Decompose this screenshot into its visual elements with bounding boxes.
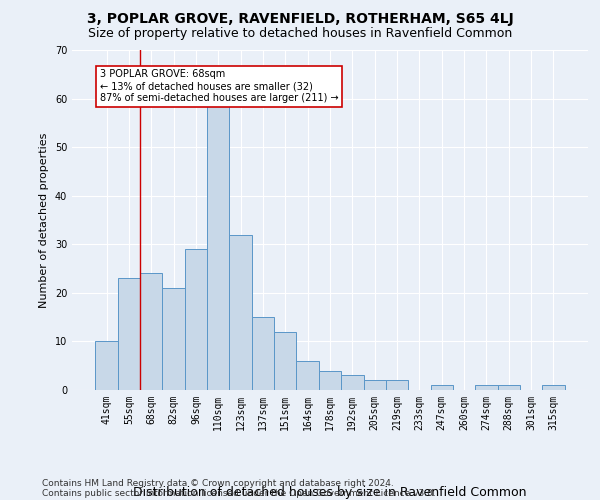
Bar bbox=[364, 380, 386, 390]
Bar bbox=[431, 385, 453, 390]
Bar bbox=[118, 278, 140, 390]
Bar bbox=[341, 376, 364, 390]
Y-axis label: Number of detached properties: Number of detached properties bbox=[39, 132, 49, 308]
Bar bbox=[95, 342, 118, 390]
Text: Contains HM Land Registry data © Crown copyright and database right 2024.: Contains HM Land Registry data © Crown c… bbox=[42, 478, 394, 488]
Bar bbox=[296, 361, 319, 390]
Text: 3 POPLAR GROVE: 68sqm
← 13% of detached houses are smaller (32)
87% of semi-deta: 3 POPLAR GROVE: 68sqm ← 13% of detached … bbox=[100, 70, 338, 102]
Bar bbox=[229, 234, 252, 390]
Bar bbox=[542, 385, 565, 390]
Bar bbox=[319, 370, 341, 390]
X-axis label: Distribution of detached houses by size in Ravenfield Common: Distribution of detached houses by size … bbox=[133, 486, 527, 498]
Text: 3, POPLAR GROVE, RAVENFIELD, ROTHERHAM, S65 4LJ: 3, POPLAR GROVE, RAVENFIELD, ROTHERHAM, … bbox=[86, 12, 514, 26]
Bar bbox=[274, 332, 296, 390]
Bar bbox=[163, 288, 185, 390]
Bar bbox=[207, 104, 229, 390]
Text: Contains public sector information licensed under the Open Government Licence v3: Contains public sector information licen… bbox=[42, 488, 436, 498]
Bar bbox=[386, 380, 408, 390]
Bar bbox=[140, 274, 163, 390]
Bar bbox=[185, 249, 207, 390]
Text: Size of property relative to detached houses in Ravenfield Common: Size of property relative to detached ho… bbox=[88, 28, 512, 40]
Bar bbox=[497, 385, 520, 390]
Bar bbox=[475, 385, 497, 390]
Bar bbox=[252, 317, 274, 390]
